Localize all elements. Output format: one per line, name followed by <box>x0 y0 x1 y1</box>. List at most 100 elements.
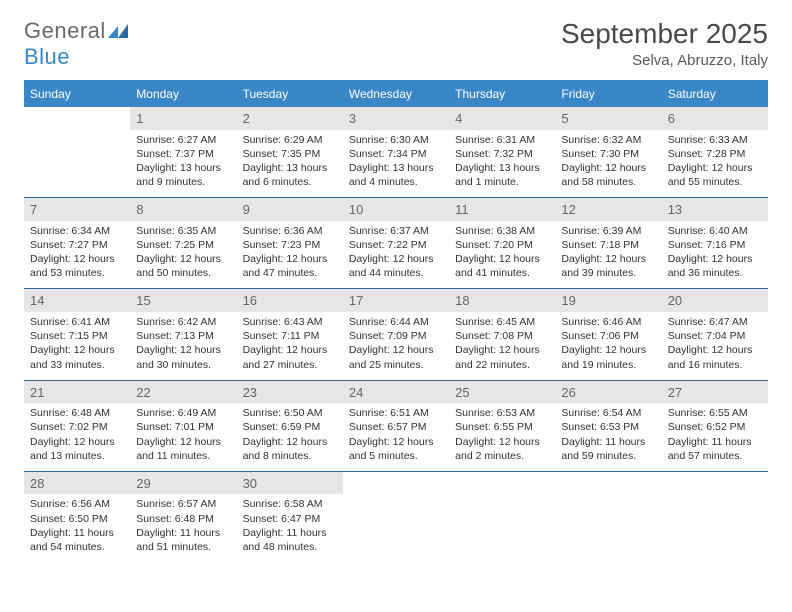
daylight-text: and 59 minutes. <box>561 449 655 463</box>
day-cell: 23Sunrise: 6:50 AMSunset: 6:59 PMDayligh… <box>237 381 343 471</box>
day-header: Saturday <box>662 80 768 107</box>
sunrise-text: Sunrise: 6:29 AM <box>243 133 337 147</box>
day-number: 4 <box>449 107 555 130</box>
daylight-text: and 48 minutes. <box>243 540 337 554</box>
title-block: September 2025 Selva, Abruzzo, Italy <box>561 18 768 69</box>
sunrise-text: Sunrise: 6:54 AM <box>561 406 655 420</box>
daylight-text: Daylight: 12 hours <box>455 435 549 449</box>
sunset-text: Sunset: 7:30 PM <box>561 147 655 161</box>
daylight-text: and 4 minutes. <box>349 175 443 189</box>
daylight-text: Daylight: 12 hours <box>243 343 337 357</box>
day-cell: 7Sunrise: 6:34 AMSunset: 7:27 PMDaylight… <box>24 198 130 288</box>
day-cell: 28Sunrise: 6:56 AMSunset: 6:50 PMDayligh… <box>24 472 130 562</box>
day-number: 24 <box>343 381 449 404</box>
daylight-text: Daylight: 12 hours <box>243 252 337 266</box>
sunrise-text: Sunrise: 6:35 AM <box>136 224 230 238</box>
day-number: 9 <box>237 198 343 221</box>
daylight-text: and 47 minutes. <box>243 266 337 280</box>
daylight-text: Daylight: 12 hours <box>243 435 337 449</box>
day-header: Wednesday <box>343 80 449 107</box>
daylight-text: Daylight: 12 hours <box>349 343 443 357</box>
header: General Blue September 2025 Selva, Abruz… <box>24 18 768 70</box>
daylight-text: Daylight: 12 hours <box>30 343 124 357</box>
sunrise-text: Sunrise: 6:56 AM <box>30 497 124 511</box>
day-number: 3 <box>343 107 449 130</box>
daylight-text: and 16 minutes. <box>668 358 762 372</box>
day-cell: 1Sunrise: 6:27 AMSunset: 7:37 PMDaylight… <box>130 107 236 197</box>
day-number: 8 <box>130 198 236 221</box>
sunrise-text: Sunrise: 6:47 AM <box>668 315 762 329</box>
daylight-text: and 6 minutes. <box>243 175 337 189</box>
daylight-text: and 27 minutes. <box>243 358 337 372</box>
daylight-text: Daylight: 12 hours <box>668 343 762 357</box>
day-cell: 25Sunrise: 6:53 AMSunset: 6:55 PMDayligh… <box>449 381 555 471</box>
daylight-text: and 39 minutes. <box>561 266 655 280</box>
daylight-text: and 53 minutes. <box>30 266 124 280</box>
daylight-text: Daylight: 12 hours <box>561 252 655 266</box>
calendar: Sunday Monday Tuesday Wednesday Thursday… <box>24 80 768 562</box>
week-row: 1Sunrise: 6:27 AMSunset: 7:37 PMDaylight… <box>24 107 768 198</box>
day-cell: 24 Sunrise: 6:51 AMSunset: 6:57 PMDayligh… <box>343 381 449 471</box>
sunrise-text: Sunrise: 6:58 AM <box>243 497 337 511</box>
day-number: 15 <box>130 289 236 312</box>
logo-part1: General <box>24 18 106 43</box>
daylight-text: and 8 minutes. <box>243 449 337 463</box>
day-number: 30 <box>237 472 343 495</box>
sunset-text: Sunset: 6:50 PM <box>30 512 124 526</box>
sunset-text: Sunset: 7:27 PM <box>30 238 124 252</box>
sunset-text: Sunset: 6:57 PM <box>349 420 443 434</box>
sunset-text: Sunset: 7:09 PM <box>349 329 443 343</box>
week-row: 7Sunrise: 6:34 AMSunset: 7:27 PMDaylight… <box>24 198 768 289</box>
sunrise-text: Sunrise: 6:37 AM <box>349 224 443 238</box>
day-cell: 9 Sunrise: 6:36 AMSunset: 7:23 PMDaylight… <box>237 198 343 288</box>
daylight-text: Daylight: 13 hours <box>136 161 230 175</box>
day-number: 23 <box>237 381 343 404</box>
day-number: 29 <box>130 472 236 495</box>
daylight-text: and 50 minutes. <box>136 266 230 280</box>
daylight-text: and 22 minutes. <box>455 358 549 372</box>
day-header: Friday <box>555 80 661 107</box>
daylight-text: Daylight: 11 hours <box>30 526 124 540</box>
daylight-text: Daylight: 11 hours <box>561 435 655 449</box>
sunset-text: Sunset: 7:34 PM <box>349 147 443 161</box>
daylight-text: and 41 minutes. <box>455 266 549 280</box>
sunrise-text: Sunrise: 6:49 AM <box>136 406 230 420</box>
calendar-page: General Blue September 2025 Selva, Abruz… <box>0 0 792 580</box>
sunrise-text: Sunrise: 6:51 AM <box>349 406 443 420</box>
day-cell <box>555 472 661 562</box>
sunrise-text: Sunrise: 6:41 AM <box>30 315 124 329</box>
sunset-text: Sunset: 6:55 PM <box>455 420 549 434</box>
day-cell: 21Sunrise: 6:48 AMSunset: 7:02 PMDayligh… <box>24 381 130 471</box>
week-row: 21Sunrise: 6:48 AMSunset: 7:02 PMDayligh… <box>24 381 768 472</box>
day-cell: 19Sunrise: 6:46 AMSunset: 7:06 PMDayligh… <box>555 289 661 379</box>
daylight-text: and 54 minutes. <box>30 540 124 554</box>
day-cell: 22Sunrise: 6:49 AMSunset: 7:01 PMDayligh… <box>130 381 236 471</box>
day-number: 14 <box>24 289 130 312</box>
sunrise-text: Sunrise: 6:55 AM <box>668 406 762 420</box>
day-number: 26 <box>555 381 661 404</box>
sunset-text: Sunset: 7:23 PM <box>243 238 337 252</box>
day-cell: 30Sunrise: 6:58 AMSunset: 6:47 PMDayligh… <box>237 472 343 562</box>
day-cell: 4Sunrise: 6:31 AMSunset: 7:32 PMDaylight… <box>449 107 555 197</box>
day-number: 27 <box>662 381 768 404</box>
sunrise-text: Sunrise: 6:42 AM <box>136 315 230 329</box>
sunset-text: Sunset: 6:52 PM <box>668 420 762 434</box>
daylight-text: Daylight: 13 hours <box>455 161 549 175</box>
day-number: 17 <box>343 289 449 312</box>
day-number: 18 <box>449 289 555 312</box>
day-number: 21 <box>24 381 130 404</box>
day-cell: 12Sunrise: 6:39 AMSunset: 7:18 PMDayligh… <box>555 198 661 288</box>
daylight-text: and 30 minutes. <box>136 358 230 372</box>
sunrise-text: Sunrise: 6:36 AM <box>243 224 337 238</box>
sunset-text: Sunset: 7:20 PM <box>455 238 549 252</box>
sunset-text: Sunset: 6:59 PM <box>243 420 337 434</box>
sunset-text: Sunset: 6:48 PM <box>136 512 230 526</box>
day-cell: 14Sunrise: 6:41 AMSunset: 7:15 PMDayligh… <box>24 289 130 379</box>
sunset-text: Sunset: 7:25 PM <box>136 238 230 252</box>
daylight-text: Daylight: 12 hours <box>561 343 655 357</box>
day-cell: 5Sunrise: 6:32 AMSunset: 7:30 PMDaylight… <box>555 107 661 197</box>
sunset-text: Sunset: 7:28 PM <box>668 147 762 161</box>
day-cell: 29Sunrise: 6:57 AMSunset: 6:48 PMDayligh… <box>130 472 236 562</box>
daylight-text: Daylight: 12 hours <box>349 435 443 449</box>
day-cell: 8Sunrise: 6:35 AMSunset: 7:25 PMDaylight… <box>130 198 236 288</box>
